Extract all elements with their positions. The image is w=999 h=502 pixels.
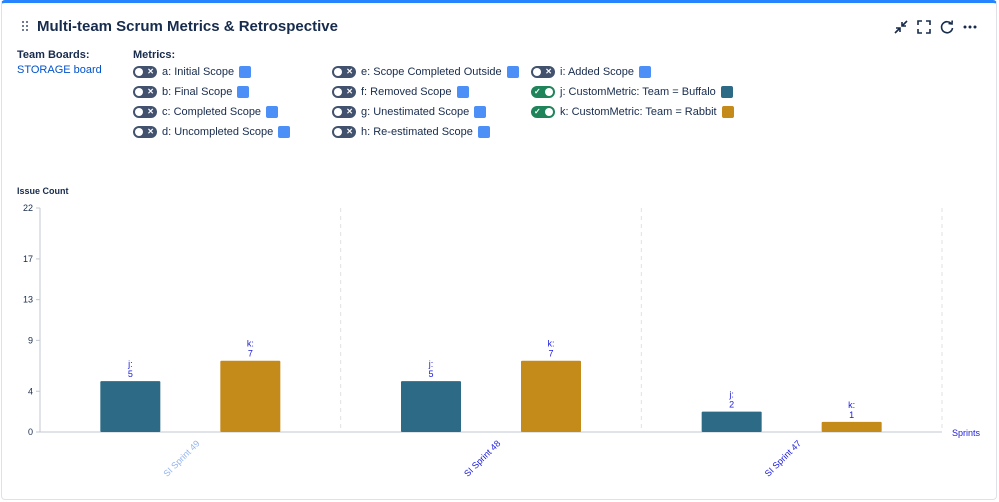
metric-label: i: Added Scope	[560, 66, 635, 78]
y-tick-label: 13	[23, 295, 33, 305]
metric-g-toggle[interactable]: ✕	[332, 106, 356, 118]
metric-h: ✕ h: Re-estimated Scope	[332, 124, 490, 140]
bar-j-3	[701, 411, 762, 432]
metrics-label: Metrics:	[133, 49, 176, 61]
data-label-value: 1	[849, 410, 854, 420]
gadget-title: Multi-team Scrum Metrics & Retrospective	[37, 18, 338, 35]
drag-handle-icon[interactable]	[22, 21, 30, 33]
metric-label: e: Scope Completed Outside	[361, 66, 502, 78]
data-label-series: j:	[728, 390, 734, 400]
bar-k-1	[220, 360, 281, 432]
metric-f-toggle[interactable]: ✕	[332, 86, 356, 98]
y-tick-label: 4	[28, 386, 33, 396]
metric-label: b: Final Scope	[162, 86, 233, 98]
metric-label: h: Re-estimated Scope	[361, 126, 473, 138]
color-swatch[interactable]	[278, 126, 291, 138]
x-axis-title: Sprints	[952, 428, 981, 438]
storage-board-link[interactable]: STORAGE board	[17, 64, 102, 76]
data-label-series: k:	[848, 400, 855, 410]
x-tick-label-sprint: SI Sprint 48	[462, 438, 502, 478]
x-tick-label-sprint: SI Sprint 47	[763, 438, 803, 478]
color-swatch[interactable]	[477, 126, 490, 138]
metric-label: k: CustomMetric: Team = Rabbit	[560, 106, 717, 118]
data-label-series: j:	[428, 359, 434, 369]
y-tick-label: 9	[28, 335, 33, 345]
y-tick-label: 22	[23, 203, 33, 213]
data-label-value: 5	[428, 369, 433, 379]
color-swatch[interactable]	[266, 106, 279, 118]
data-label-value: 5	[128, 369, 133, 379]
bar-j-1	[100, 381, 161, 432]
color-swatch[interactable]	[506, 66, 519, 78]
color-swatch[interactable]	[721, 106, 734, 118]
bar-j-2	[401, 381, 461, 432]
metric-g: ✕ g: Unestimated Scope	[332, 104, 487, 120]
metric-label: g: Unestimated Scope	[361, 106, 470, 118]
metric-d: ✕ d: Uncompleted Scope	[133, 124, 291, 140]
metric-d-toggle[interactable]: ✕	[133, 126, 157, 138]
bar-k-2	[521, 360, 581, 432]
metric-j-toggle[interactable]: ✓	[531, 86, 555, 98]
x-tick-label-sprint: SI Sprint 49	[161, 438, 201, 478]
color-swatch[interactable]	[456, 86, 469, 98]
metric-b: ✕ b: Final Scope	[133, 84, 250, 100]
color-swatch[interactable]	[720, 86, 733, 98]
minimize-icon[interactable]	[893, 19, 909, 35]
metric-i: ✕ i: Added Scope	[531, 64, 652, 80]
metric-h-toggle[interactable]: ✕	[332, 126, 356, 138]
metric-b-toggle[interactable]: ✕	[133, 86, 157, 98]
fullscreen-icon[interactable]	[916, 19, 932, 35]
metric-e: ✕ e: Scope Completed Outside	[332, 64, 519, 80]
metric-a-toggle[interactable]: ✕	[133, 66, 157, 78]
metric-label: f: Removed Scope	[361, 86, 452, 98]
bar-k-3	[821, 421, 882, 432]
y-tick-label: 17	[23, 254, 33, 264]
color-swatch[interactable]	[639, 66, 652, 78]
data-label-series: k:	[547, 339, 554, 349]
metric-label: c: Completed Scope	[162, 106, 262, 118]
metric-i-toggle[interactable]: ✕	[531, 66, 555, 78]
data-label-series: j:	[127, 359, 133, 369]
color-swatch[interactable]	[237, 86, 250, 98]
metric-k: ✓ k: CustomMetric: Team = Rabbit	[531, 104, 734, 120]
data-label-value: 2	[729, 400, 734, 410]
metric-j: ✓ j: CustomMetric: Team = Buffalo	[531, 84, 733, 100]
metric-k-toggle[interactable]: ✓	[531, 106, 555, 118]
metric-label: a: Initial Scope	[162, 66, 235, 78]
color-swatch[interactable]	[239, 66, 252, 78]
metric-a: ✕ a: Initial Scope	[133, 64, 252, 80]
y-tick-label: 0	[28, 427, 33, 437]
more-icon[interactable]	[962, 19, 978, 35]
color-swatch[interactable]	[474, 106, 487, 118]
data-label-value: 7	[248, 349, 253, 359]
metric-f: ✕ f: Removed Scope	[332, 84, 469, 100]
refresh-icon[interactable]	[939, 19, 955, 35]
team-boards-label: Team Boards:	[17, 49, 90, 61]
header-actions	[893, 19, 978, 35]
metric-label: j: CustomMetric: Team = Buffalo	[560, 86, 716, 98]
metric-c-toggle[interactable]: ✕	[133, 106, 157, 118]
gadget-header: Multi-team Scrum Metrics & Retrospective	[2, 3, 996, 49]
metric-e-toggle[interactable]: ✕	[332, 66, 356, 78]
metric-label: d: Uncompleted Scope	[162, 126, 274, 138]
data-label-value: 7	[548, 349, 553, 359]
data-label-series: k:	[247, 339, 254, 349]
y-axis-title: Issue Count	[17, 186, 69, 196]
metric-c: ✕ c: Completed Scope	[133, 104, 279, 120]
